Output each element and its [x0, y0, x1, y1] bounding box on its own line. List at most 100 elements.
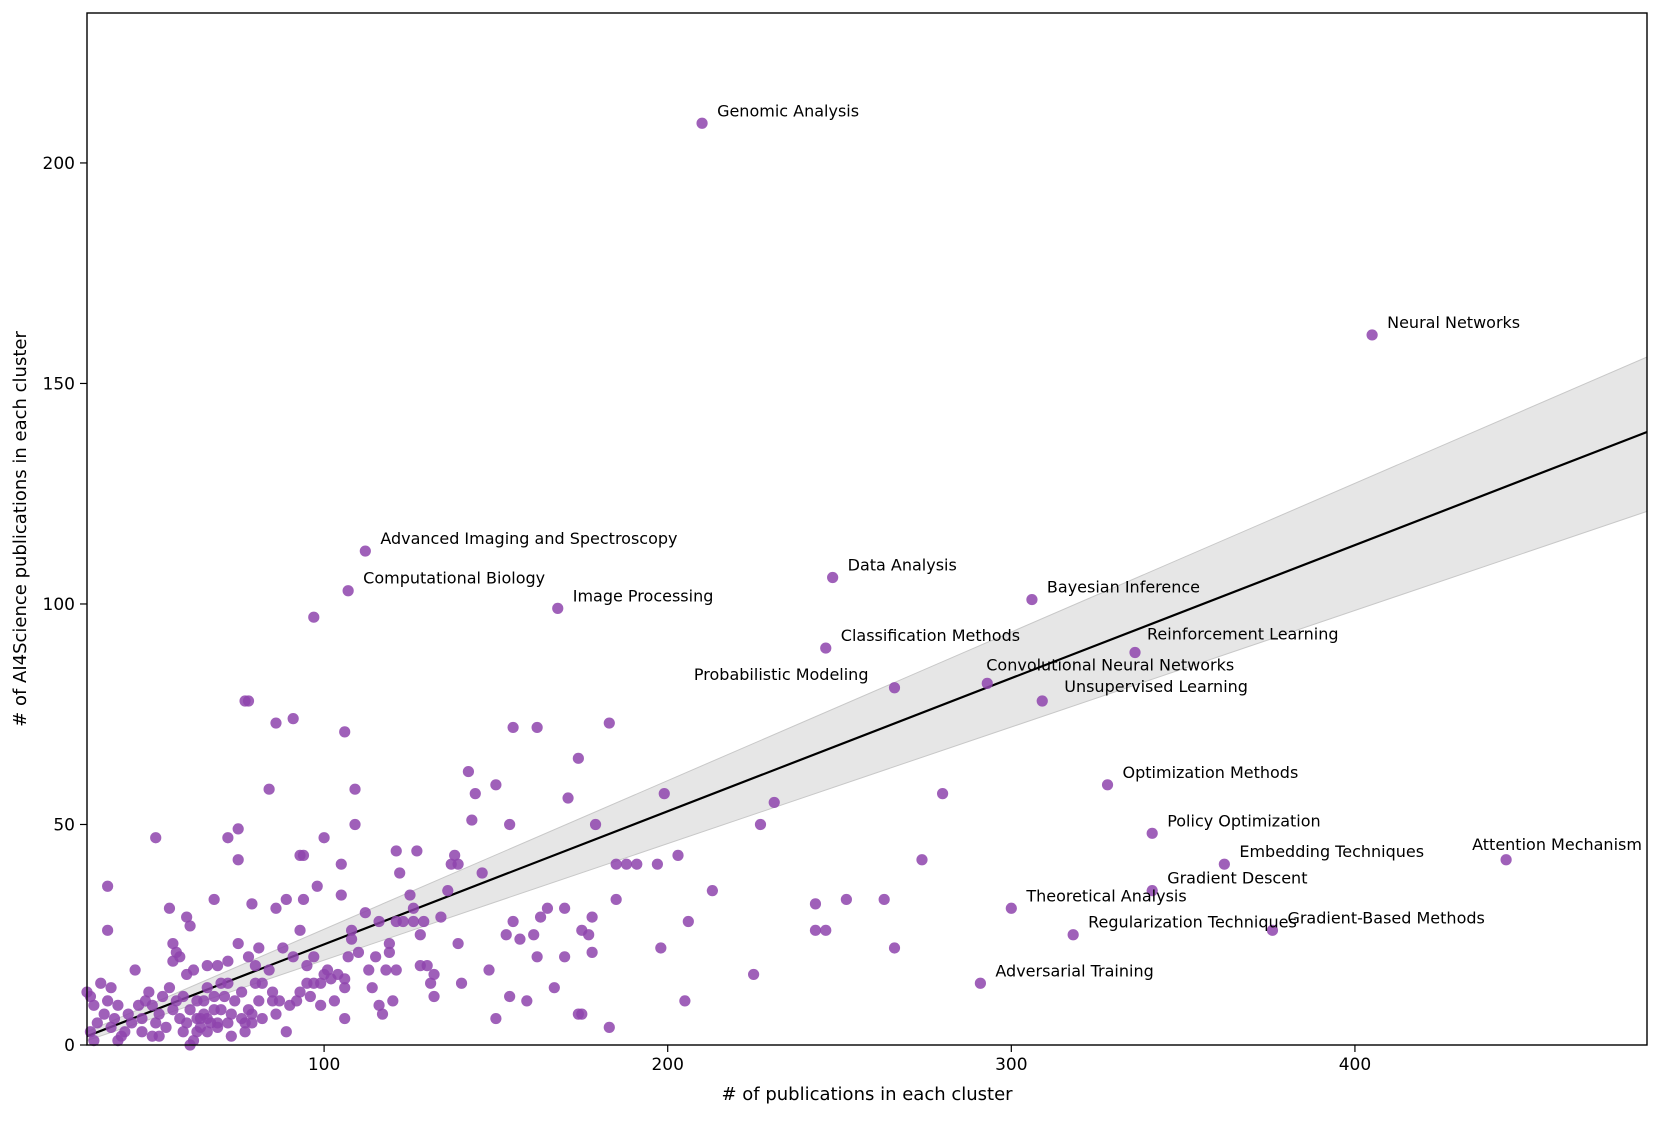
point-label: Genomic Analysis [717, 101, 859, 120]
data-point [840, 893, 852, 906]
axis-ticks-layer: 100 200 300 400 0 50 100 150 200 [43, 154, 1372, 1075]
data-point [129, 964, 141, 976]
data-point [181, 968, 193, 981]
data-point [452, 937, 464, 950]
data-point [301, 960, 313, 972]
data-point [349, 783, 361, 795]
data-point [610, 893, 622, 906]
point-labels-layer: Genomic Analysis Neural Networks Advanced … [363, 101, 1642, 980]
data-point [572, 1008, 584, 1020]
data-point [339, 982, 351, 994]
data-point [308, 951, 320, 963]
data-point [658, 788, 670, 800]
data-point-labeled [1266, 924, 1279, 936]
data-point [559, 951, 571, 963]
data-point [620, 858, 633, 870]
data-point [328, 995, 341, 1007]
data-point [184, 1004, 196, 1016]
data-point [191, 995, 203, 1007]
data-point [249, 977, 261, 989]
point-label: Gradient Descent [1167, 869, 1307, 888]
data-point-labeled [974, 977, 986, 989]
data-point [586, 911, 598, 923]
data-point [418, 915, 430, 928]
data-point [359, 907, 371, 919]
data-point [225, 1030, 237, 1042]
data-point-labeled [1101, 779, 1114, 791]
data-point [748, 968, 760, 981]
point-label: Image Processing [573, 586, 714, 605]
data-point [163, 982, 176, 994]
data-point [222, 832, 234, 844]
data-point [263, 964, 275, 976]
data-point-labeled [1026, 593, 1038, 606]
data-point [253, 995, 265, 1007]
data-point [222, 977, 234, 989]
data-point [126, 1017, 138, 1029]
data-point [428, 968, 440, 981]
data-point-labeled [1067, 929, 1079, 941]
data-point [466, 814, 478, 826]
data-point [820, 924, 832, 936]
data-point [315, 999, 327, 1011]
data-point [236, 1012, 248, 1025]
y-tick-label: 50 [53, 815, 75, 835]
point-label: Probabilistic Modeling [694, 665, 869, 684]
data-point [603, 1021, 615, 1033]
data-point [376, 1008, 389, 1020]
y-tick-label: 0 [64, 1036, 75, 1056]
data-point [383, 946, 395, 958]
data-point [167, 1004, 179, 1016]
x-tick-label: 200 [651, 1055, 683, 1075]
data-point [407, 915, 420, 928]
data-point-labeled [888, 682, 901, 694]
data-point [150, 1017, 162, 1029]
data-point-labeled [1005, 902, 1017, 914]
data-point [177, 1026, 189, 1038]
point-label: Advanced Imaging and Spectroscopy [380, 529, 677, 548]
data-point [91, 1017, 103, 1029]
data-point [339, 1012, 351, 1025]
data-point [682, 915, 694, 928]
data-point [184, 920, 196, 932]
data-point [311, 880, 323, 892]
point-label: Neural Networks [1387, 313, 1520, 332]
data-point-labeled [359, 545, 371, 557]
data-point [108, 1012, 121, 1025]
data-point [809, 898, 822, 910]
data-point [490, 779, 502, 791]
data-point [541, 902, 554, 914]
data-point [342, 951, 354, 963]
point-label: Convolutional Neural Networks [986, 655, 1234, 674]
plot-frame [86, 12, 1648, 1046]
data-point [435, 911, 447, 923]
data-point [218, 990, 231, 1003]
data-point [428, 990, 440, 1003]
data-point [507, 721, 519, 734]
data-point [253, 942, 265, 954]
point-label: Embedding Techniques [1239, 842, 1424, 861]
y-axis-label: # of AI4Science publications in each clu… [10, 331, 31, 727]
point-label: Policy Optimization [1167, 811, 1320, 830]
data-point [153, 1008, 165, 1020]
data-point [177, 990, 189, 1003]
data-point [449, 849, 461, 861]
data-point [277, 942, 289, 954]
data-point [339, 726, 351, 738]
data-point [562, 792, 574, 804]
point-label: Adversarial Training [995, 961, 1153, 980]
data-point [102, 880, 114, 892]
data-point [201, 982, 213, 994]
data-point [280, 1026, 292, 1038]
data-point [198, 1008, 210, 1020]
data-point [414, 929, 426, 941]
point-label: Unsupervised Learning [1064, 677, 1248, 696]
data-point [239, 1026, 251, 1038]
data-point [163, 902, 176, 914]
data-point [373, 915, 385, 928]
y-tick-label: 150 [43, 374, 75, 394]
point-label: Optimization Methods [1123, 763, 1299, 782]
data-point [425, 977, 437, 989]
data-point [273, 995, 286, 1007]
